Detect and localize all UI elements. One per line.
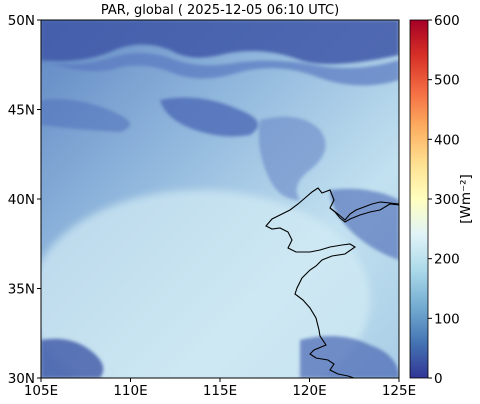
x-tick-label: 120E	[292, 383, 326, 399]
x-tick-label: 110E	[113, 383, 147, 399]
colorbar-tick-label: 500	[434, 73, 460, 89]
cloud-cover-north	[41, 20, 399, 260]
colorbar-tick-label: 400	[434, 132, 460, 148]
y-tick-label: 50N	[8, 13, 35, 29]
map-panel	[41, 20, 399, 378]
colorbar-tick-label: 200	[434, 252, 460, 268]
y-tick-label: 40N	[8, 192, 35, 208]
coastline	[265, 187, 399, 378]
y-tick-label: 45N	[8, 103, 35, 119]
x-tick-label: 115E	[203, 383, 237, 399]
colorbar-label: [Wm⁻²]	[458, 174, 474, 224]
clear-sky-region	[41, 190, 370, 378]
colorbar: 0 100 200 300 400 500 600 [Wm⁻²]	[409, 13, 474, 387]
y-tick-label: 35N	[8, 282, 35, 298]
liaodong-coast	[329, 201, 399, 221]
x-tick-label: 105E	[24, 383, 58, 399]
colorbar-tick-label: 100	[434, 311, 460, 327]
colorbar-tick-label: 600	[434, 13, 460, 29]
colorbar-gradient	[409, 19, 429, 379]
x-axis: 105E 110E 115E 120E 125E	[24, 378, 416, 399]
y-tick-label: 30N	[8, 371, 35, 387]
map-title: PAR, global ( 2025-12-05 06:10 UTC)	[101, 3, 339, 18]
colorbar-tick-label: 300	[434, 192, 460, 208]
cloud-cover-south	[41, 336, 399, 378]
colorbar-tick-label: 0	[434, 371, 443, 387]
x-tick-label: 125E	[382, 383, 416, 399]
y-axis: 30N 35N 40N 45N 50N	[8, 13, 41, 387]
colorbar-ticks: 0 100 200 300 400 500 600	[428, 13, 460, 387]
